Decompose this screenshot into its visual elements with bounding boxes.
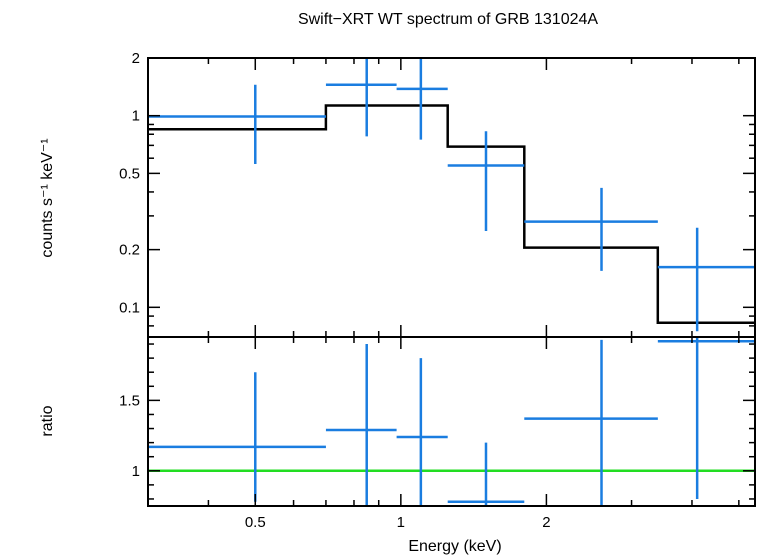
chart-title: Swift−XRT WT spectrum of GRB 131024A xyxy=(298,11,598,28)
bottom-panel-frame xyxy=(147,336,756,507)
top-y-axis-label: counts s⁻¹ keV⁻¹ xyxy=(39,138,56,257)
x-tick-label-2: 2 xyxy=(542,514,550,531)
x-tick-label-1: 1 xyxy=(397,514,405,531)
top-y-tick-label-0: 0.1 xyxy=(119,299,140,316)
bottom-y-axis-label: ratio xyxy=(39,405,56,436)
top-y-tick-label-2: 0.5 xyxy=(119,165,140,182)
model-step-line xyxy=(148,104,755,325)
top-panel-frame xyxy=(147,57,756,338)
top-y-tick-label-3: 1 xyxy=(132,108,140,125)
x-tick-label-0: 0.5 xyxy=(245,514,266,531)
bottom-y-tick-label-0: 1 xyxy=(132,463,140,480)
top-y-tick-label-1: 0.2 xyxy=(119,242,140,259)
bottom-y-tick-label-1: 1.5 xyxy=(119,392,140,409)
x-axis-label: Energy (keV) xyxy=(408,538,501,555)
top-y-tick-label-4: 2 xyxy=(132,50,140,67)
